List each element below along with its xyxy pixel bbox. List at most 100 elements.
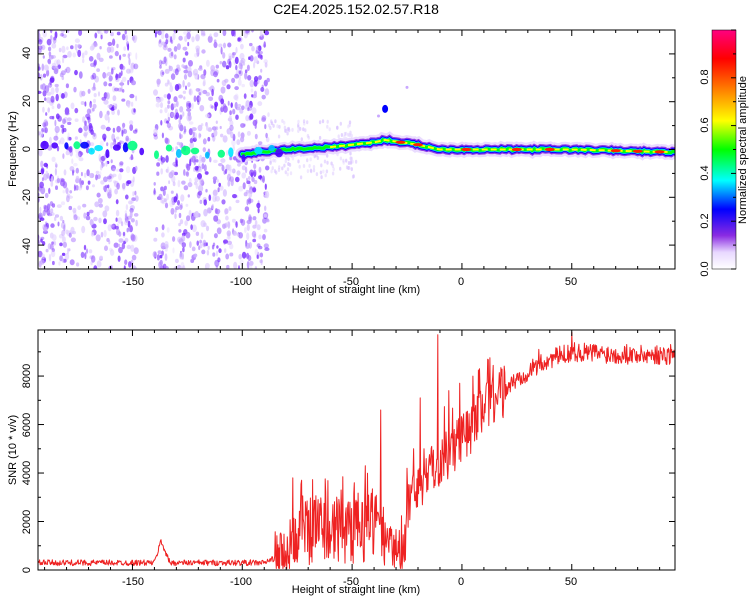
heatmap-noise-speck [263, 228, 268, 233]
heatmap-noise-speck [75, 185, 79, 191]
heatmap-ridge-blob [51, 142, 58, 149]
heatmap-noise-speck [214, 101, 219, 108]
heatmap-noise-speck [104, 30, 109, 34]
heatmap-noise-speck [123, 129, 128, 134]
heatmap-noise-speck [174, 258, 179, 264]
heatmap-noise-speck [252, 187, 257, 193]
heatmap-noise-speck [49, 78, 52, 86]
heatmap-noise-speck [50, 95, 55, 103]
heatmap-noise-speck [262, 175, 265, 183]
heatmap-noise-speck [60, 93, 65, 99]
heatmap-noise-speck [170, 112, 176, 118]
heatmap-noise-speck [183, 169, 186, 176]
heatmap-noise-speck [326, 119, 329, 124]
heatmap-noise-speck [165, 138, 170, 145]
heatmap-noise-speck [65, 66, 71, 74]
heatmap-noise-speck [320, 163, 323, 168]
heatmap-noise-speck [155, 102, 160, 108]
heatmap-noise-speck [245, 30, 251, 36]
colorbar-tick-0.8: 0.8 [699, 69, 711, 84]
heatmap-noise-speck [188, 88, 192, 95]
bot-y-tick-8000: 8000 [21, 364, 33, 388]
heatmap-noise-speck [67, 121, 72, 125]
heatmap-noise-speck [50, 208, 54, 213]
heatmap-noise-speck [179, 134, 184, 139]
heatmap-noise-speck [316, 156, 320, 160]
heatmap-noise-speck [276, 124, 279, 129]
heatmap-noise-speck [111, 68, 114, 75]
heatmap-noise-speck [59, 91, 62, 98]
heatmap-noise-speck [110, 31, 114, 37]
heatmap-noise-speck [239, 259, 244, 266]
heatmap-noise-speck [67, 136, 70, 141]
heatmap-noise-speck [224, 168, 228, 175]
heatmap-streak-point [377, 114, 380, 118]
heatmap-noise-speck [60, 137, 65, 145]
heatmap-noise-speck [62, 241, 67, 248]
heatmap-noise-speck [91, 255, 96, 263]
heatmap-noise-speck [40, 84, 43, 90]
heatmap-noise-speck [156, 78, 161, 85]
heatmap-noise-speck [51, 43, 57, 49]
heatmap-noise-speck [340, 133, 344, 137]
heatmap-noise-speck [117, 109, 120, 116]
heatmap-noise-speck [132, 176, 135, 183]
heatmap-ridge-core [330, 138, 671, 153]
heatmap-noise-speck [231, 77, 236, 84]
heatmap-noise-speck [88, 209, 94, 214]
heatmap-noise-speck [308, 163, 311, 168]
heatmap-noise-speck [50, 175, 54, 183]
heatmap-ridge-blob [88, 147, 95, 155]
heatmap-noise-speck [125, 166, 131, 174]
heatmap-noise-speck [93, 93, 97, 98]
heatmap-noise-speck [174, 84, 180, 91]
heatmap-noise-speck [238, 75, 241, 80]
heatmap-noise-speck [127, 53, 130, 59]
heatmap-noise-speck [240, 64, 243, 70]
heatmap-noise-speck [213, 71, 218, 78]
heatmap-noise-speck [152, 251, 157, 258]
heatmap-noise-speck [119, 63, 124, 70]
heatmap-noise-speck [116, 43, 119, 49]
heatmap-noise-speck [126, 180, 132, 185]
heatmap-noise-speck [178, 94, 184, 99]
heatmap-noise-speck [211, 244, 215, 250]
heatmap-noise-speck [347, 124, 350, 129]
heatmap-noise-speck [104, 245, 108, 251]
heatmap-noise-speck [99, 171, 102, 176]
heatmap-noise-speck [297, 159, 300, 164]
heatmap-noise-speck [216, 179, 220, 183]
heatmap-noise-speck [226, 84, 231, 90]
heatmap-noise-speck [319, 170, 323, 175]
heatmap-noise-speck [129, 205, 135, 211]
heatmap-noise-speck [161, 224, 165, 231]
heatmap-noise-speck [124, 210, 128, 215]
heatmap-noise-speck [47, 243, 52, 250]
heatmap-noise-speck [179, 142, 183, 149]
heatmap-noise-speck [227, 221, 231, 229]
heatmap-noise-speck [173, 96, 178, 103]
heatmap-noise-speck [112, 38, 116, 46]
heatmap-noise-speck [242, 182, 246, 190]
heatmap-noise-speck [163, 94, 168, 98]
heatmap-noise-speck [46, 69, 50, 77]
heatmap-noise-speck [274, 119, 277, 124]
heatmap-noise-speck [173, 54, 177, 60]
heatmap-noise-speck [164, 107, 168, 114]
bot-y-tick-2000: 2000 [21, 510, 33, 534]
heatmap-noise-speck [157, 250, 162, 255]
bot-y-tick-4000: 4000 [21, 461, 33, 485]
heatmap-noise-speck [354, 159, 358, 164]
heatmap-noise-speck [264, 124, 267, 130]
heatmap-noise-speck [197, 190, 203, 196]
heatmap-noise-speck [257, 207, 260, 214]
heatmap-noise-speck [348, 133, 351, 138]
heatmap-noise-speck [105, 161, 108, 167]
heatmap-noise-speck [117, 87, 123, 92]
heatmap-noise-speck [252, 224, 257, 229]
heatmap-noise-speck [59, 242, 63, 247]
heatmap-noise-speck [110, 164, 116, 172]
heatmap-noise-speck [70, 226, 75, 234]
heatmap-noise-speck [113, 106, 117, 110]
heatmap-noise-speck [248, 214, 252, 222]
